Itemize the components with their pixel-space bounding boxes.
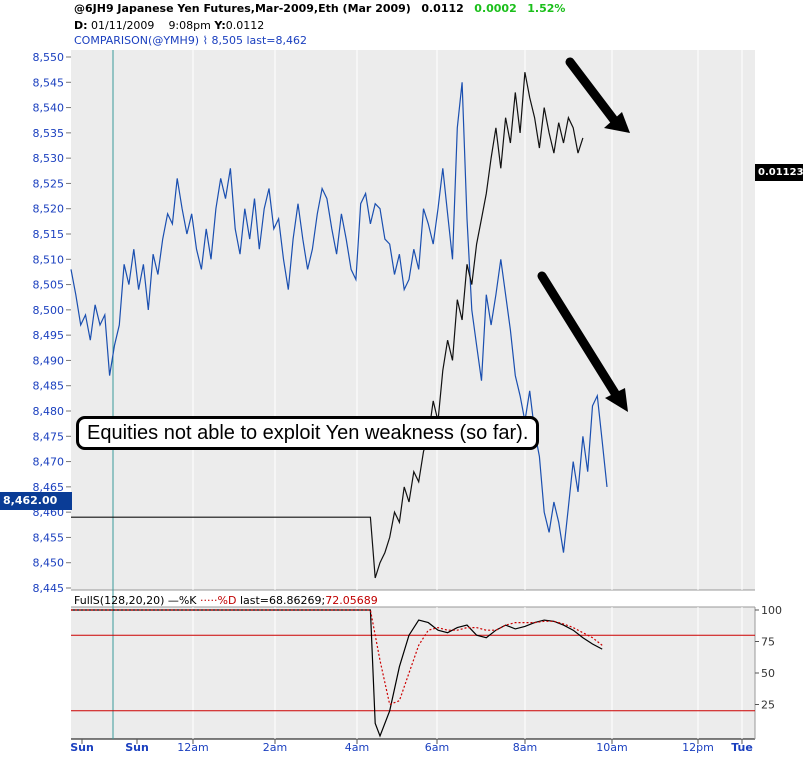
x-tick-label: Sun — [125, 741, 149, 754]
sub-plot-background — [71, 607, 755, 739]
series-line — [70, 82, 608, 553]
cursor-time: 9:08pm — [168, 19, 211, 32]
comparison-label: COMPARISON(@YMH9) ⌇ 8,505 last=8,462 — [74, 34, 308, 47]
k-line-swatch: — — [167, 594, 179, 607]
d-last-value: 72.05689 — [325, 594, 378, 607]
x-tick-label: 4am — [345, 741, 369, 754]
sub-y-tick-label: 100 — [761, 604, 782, 617]
y-tick-label: 8,510 — [33, 253, 65, 266]
sub-y-tick-label: 50 — [761, 667, 775, 680]
stochastic-label: FullS(128,20,20) —%K ·····%D last=68.862… — [74, 594, 378, 607]
sub-y-tick-label: 75 — [761, 636, 775, 649]
y-tick-label: 8,545 — [33, 76, 65, 89]
y-tick-label: 8,535 — [33, 127, 65, 140]
x-tick-label: Sun — [70, 741, 94, 754]
cursor-y-value: 0.0112 — [225, 19, 265, 32]
price-change: 0.0002 — [474, 2, 517, 15]
d-line-swatch: ····· — [200, 594, 218, 607]
y-tick-label: 8,520 — [33, 203, 65, 216]
d-label: %D — [217, 594, 237, 607]
price-lines — [70, 72, 608, 579]
arrow-upper — [565, 57, 622, 129]
y-tick-label: 8,480 — [33, 405, 65, 418]
y-tick-label: 8,465 — [33, 481, 65, 494]
y-tick-label: 8,490 — [33, 354, 65, 367]
sub-panel-ticks: 100 75 50 25 — [71, 604, 782, 712]
arrows — [537, 57, 630, 412]
arrow-upper-head — [604, 112, 630, 133]
y-tick-label: 8,500 — [33, 304, 65, 317]
x-tick-label: 8am — [513, 741, 537, 754]
y-tick-label: 8,455 — [33, 531, 65, 544]
x-tick-label: 12pm — [682, 741, 714, 754]
stochastic-lines — [71, 609, 603, 738]
cursor-info-line: D: 01/11/2009 9:08pm Y:0.0112 — [74, 19, 264, 32]
y-tick-label: 8,540 — [33, 102, 65, 115]
y-tick-label: 8,470 — [33, 456, 65, 469]
stochastic-name: FullS(128,20,20) — [74, 594, 165, 607]
y-label: Y: — [214, 19, 226, 32]
x-tick-label: 6am — [425, 741, 449, 754]
series-line — [71, 72, 584, 579]
x-tick-label: 2am — [263, 741, 287, 754]
y-tick-label: 8,530 — [33, 152, 65, 165]
x-tick-label: 10am — [596, 741, 627, 754]
y-tick-label: 8,445 — [33, 582, 65, 595]
y-tick-label: 8,515 — [33, 228, 65, 241]
last-price-tag-left: 8,462.00 — [0, 492, 72, 510]
y-tick-label: 8,485 — [33, 380, 65, 393]
price-change-pct: 1.52% — [527, 2, 566, 15]
d-line — [71, 609, 603, 706]
y-tick-label: 8,450 — [33, 557, 65, 570]
y-tick-label: 8,550 — [33, 51, 65, 64]
y-axis-ticks: 8,550 8,545 8,540 8,535 8,530 8,525 8,520 8,515… — [33, 51, 71, 595]
chart-title-line: @6JH9 Japanese Yen Futures,Mar-2009,Eth … — [74, 2, 565, 15]
arrow-lower — [537, 271, 623, 403]
cursor-date: 01/11/2009 — [91, 19, 155, 32]
chart-title: @6JH9 Japanese Yen Futures,Mar-2009,Eth … — [74, 2, 411, 15]
last-price: 0.0112 — [421, 2, 464, 15]
stochastic-last: last=68.86269; — [239, 594, 326, 607]
sub-y-tick-label: 25 — [761, 699, 775, 712]
y-tick-label: 8,525 — [33, 177, 65, 190]
annotation-box: Equities not able to exploit Yen weaknes… — [76, 416, 539, 450]
last-price-tag-right: 0.01123 — [755, 164, 803, 181]
x-axis-ticks: Sun Sun 12am 2am 4am 6am 8am 10am 12pm Tue — [70, 739, 753, 754]
y-tick-label: 8,495 — [33, 329, 65, 342]
arrow-lower-head — [605, 388, 628, 412]
main-plot-background — [71, 50, 755, 590]
date-label: D: — [74, 19, 88, 32]
x-tick-label: 12am — [177, 741, 208, 754]
y-tick-label: 8,475 — [33, 430, 65, 443]
y-tick-label: 8,505 — [33, 279, 65, 292]
x-tick-label: Tue — [731, 741, 753, 754]
k-label: %K — [178, 594, 197, 607]
